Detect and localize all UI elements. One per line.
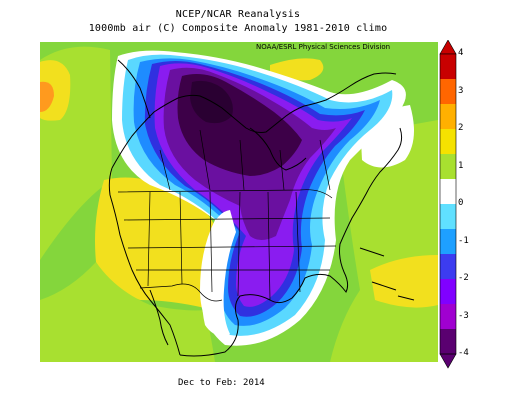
scale-tick-label: 2 (458, 123, 464, 133)
us-canada-border (117, 189, 333, 199)
scale-tick-label: -4 (458, 348, 469, 358)
scale-swatch (440, 54, 456, 80)
gulf-east-coast-outline (179, 127, 403, 357)
title-line-1: NCEP/NCAR Reanalysis (175, 9, 301, 20)
scale-swatch (440, 254, 456, 280)
alaska-outline (117, 59, 151, 119)
scale-swatch (440, 154, 456, 180)
scale-tick-label: 1 (458, 160, 464, 171)
scale-arrow-bottom (439, 353, 457, 369)
scale-swatch (440, 279, 456, 305)
scale-swatch (440, 204, 456, 230)
pacific-orange-spot (40, 81, 54, 112)
us-mexico-border (139, 283, 223, 302)
south-green-zone (40, 262, 215, 362)
state-lines-vertical (147, 191, 301, 301)
scale-tick-label: 3 (458, 85, 464, 96)
west-coast-outline (108, 167, 181, 356)
atlantic-yellow-zone (370, 255, 438, 308)
scale-tick-label: 4 (458, 48, 464, 58)
scale-swatch (440, 229, 456, 255)
southern-neutral-ring (201, 210, 236, 336)
scale-swatch (440, 79, 456, 105)
hudson-bay-outline (249, 127, 307, 171)
southwest-warm-zone (95, 177, 220, 308)
scale-swatch (440, 179, 456, 205)
scale-swatch (440, 129, 456, 155)
scale-arrow-top (439, 40, 457, 55)
scale-tick-label: -1 (458, 235, 469, 246)
scale-swatch (440, 329, 456, 355)
credit-label: NOAA/ESRL Physical Sciences Division (256, 43, 391, 51)
scale-tick-label: -2 (458, 273, 469, 283)
province-lines (159, 129, 331, 191)
coastlines (108, 59, 415, 357)
scale-tick-label: 0 (458, 198, 464, 208)
greenland-yellow-zone (270, 58, 324, 81)
title-line-2: 1000mb air (C) Composite Anomaly 1981-20… (88, 23, 388, 34)
period-label: Dec to Feb: 2014 (178, 378, 265, 388)
scale-swatch (440, 104, 456, 130)
scale-tick-label: -3 (458, 310, 469, 321)
baja-outline (149, 289, 169, 346)
political-borders (117, 129, 337, 302)
caribbean-islands (359, 247, 415, 301)
scale-swatch (440, 304, 456, 330)
color-scale-bar (439, 40, 457, 369)
scale-frame (439, 53, 457, 355)
state-lines-horizontal (123, 217, 337, 271)
